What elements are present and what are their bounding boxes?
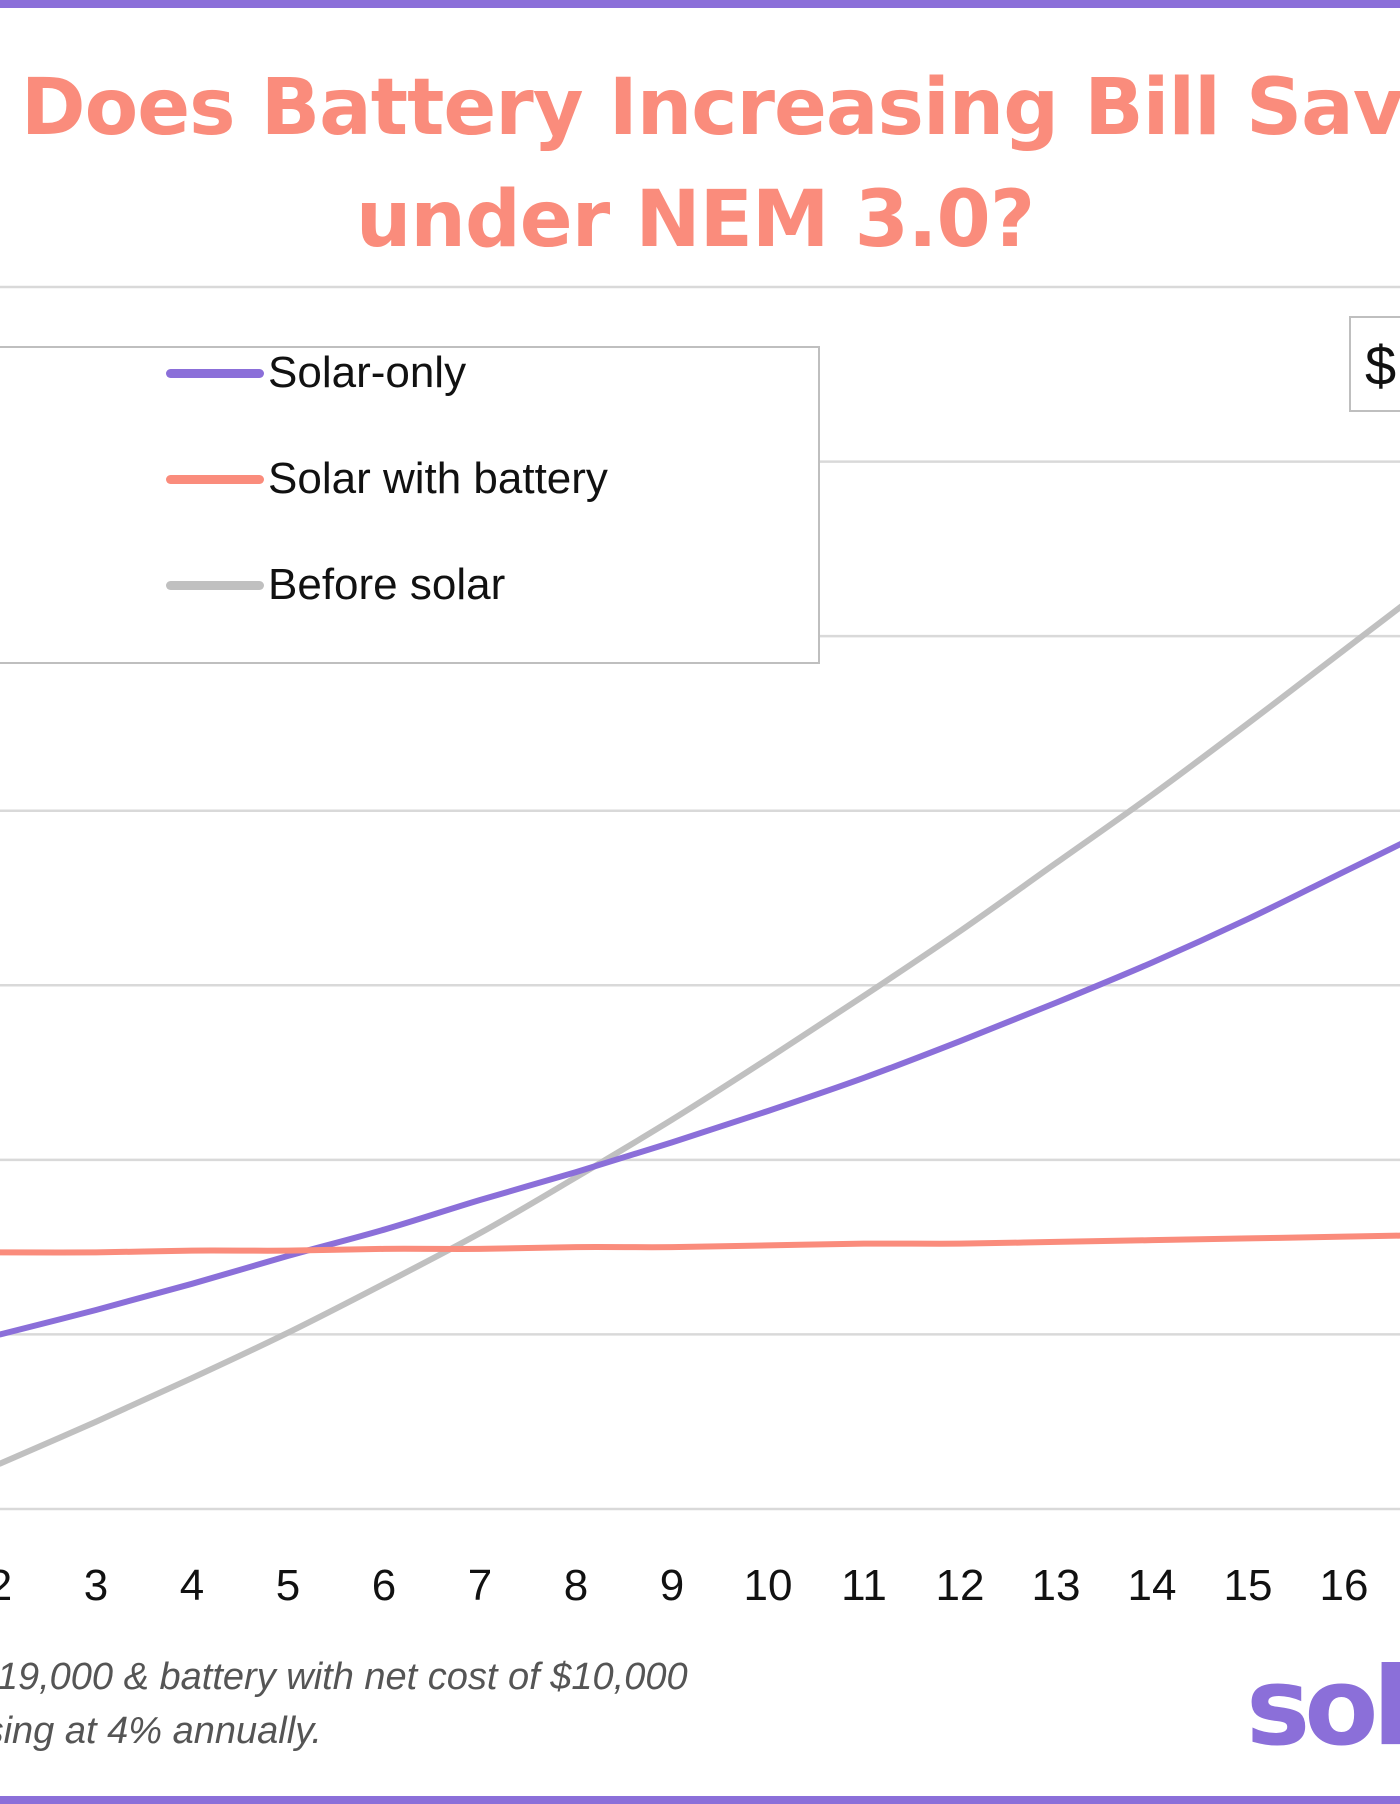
series-line-solar-with-battery	[0, 1232, 1400, 1256]
x-tick-label: 12	[936, 1561, 985, 1610]
x-tick-label: 9	[660, 1561, 684, 1610]
legend-item-before-solar: Before solar	[166, 560, 505, 610]
legend-label-solar-with-battery: Solar with battery	[268, 454, 608, 503]
legend-label-solar-only: Solar-only	[268, 348, 467, 397]
chart-title: How Does Battery Increasing Bill Savings…	[0, 63, 1400, 265]
x-tick-label: 11	[841, 1561, 887, 1610]
value-callout-box: $	[1349, 316, 1400, 412]
footnote-line-1: n with net cost of $19,000 & battery wit…	[0, 1656, 688, 1698]
x-tick-label: 10	[744, 1561, 793, 1610]
x-tick-label: 3	[84, 1561, 108, 1610]
brand-logo: sol	[1246, 1645, 1400, 1770]
x-tick-label: 16	[1320, 1561, 1369, 1610]
x-tick-label: 4	[180, 1561, 204, 1610]
x-tick-label: 7	[468, 1561, 492, 1610]
legend-item-solar-only: Solar-only	[166, 348, 466, 398]
x-tick-label: 15	[1224, 1561, 1273, 1610]
series-lines	[0, 603, 1400, 1467]
legend-label-before-solar: Before solar	[268, 560, 506, 609]
footnote-line-2: hly bill of $306 rising at 4% annually.	[0, 1710, 322, 1752]
x-tick-label: 5	[276, 1561, 300, 1610]
legend-swatch-before-solar	[166, 580, 264, 590]
legend-item-solar-with-battery: Solar with battery	[166, 454, 608, 504]
x-tick-label: 14	[1128, 1561, 1177, 1610]
legend-swatch-solar-only	[166, 368, 264, 378]
bottom-frame-bar	[0, 1796, 1400, 1804]
series-line-solar-only	[0, 840, 1400, 1338]
x-tick-label: 6	[372, 1561, 396, 1610]
x-tick-label: 8	[564, 1561, 588, 1610]
x-tick-label: 13	[1032, 1561, 1081, 1610]
x-tick-label: 2	[0, 1561, 12, 1610]
series-line-before-solar	[0, 603, 1400, 1467]
legend-swatch-solar-with-battery	[166, 474, 264, 484]
top-frame-bar	[0, 0, 1400, 8]
x-axis-tick-labels: 2 3 4 5 6 7 8 9 10 11 12 13 14 15 16	[0, 1561, 1368, 1610]
legend: Solar-only Solar with battery Before sol…	[0, 346, 820, 664]
